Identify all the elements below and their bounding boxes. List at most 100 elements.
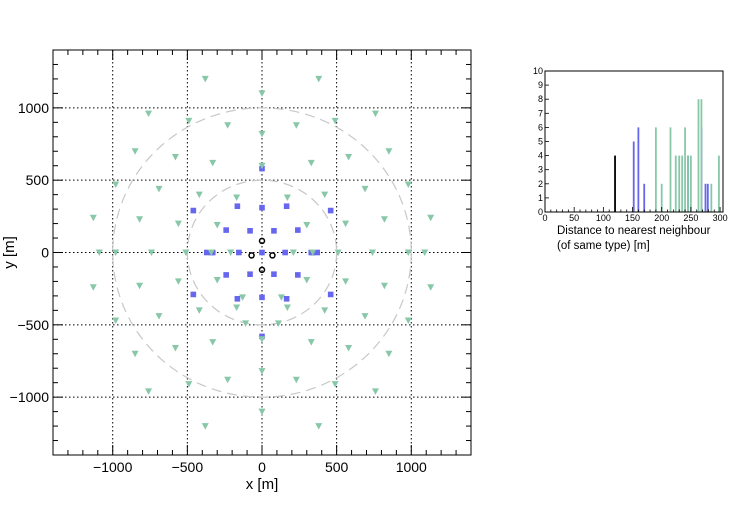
data-point — [95, 249, 103, 256]
data-point — [89, 214, 97, 222]
data-point — [223, 272, 229, 278]
data-point — [334, 249, 342, 256]
reference-circle — [112, 107, 412, 398]
histogram-bar — [710, 183, 713, 212]
data-point — [258, 408, 266, 416]
data-point — [404, 317, 412, 324]
inset-x-axis-title-line2: (of same type) [m] — [557, 240, 650, 252]
data-point — [258, 90, 266, 97]
data-point — [224, 122, 232, 129]
x-tick-label: 0 — [258, 459, 266, 475]
histogram-bar — [637, 127, 640, 212]
data-point — [259, 249, 265, 256]
data-point — [201, 75, 209, 83]
data-point — [361, 185, 369, 193]
data-point — [145, 110, 153, 118]
data-point — [247, 271, 253, 277]
data-point — [227, 249, 235, 256]
data-point — [303, 222, 311, 229]
inset-y-tick-label: 8 — [538, 94, 543, 104]
data-point — [258, 336, 266, 343]
inset-y-tick-label: 10 — [533, 66, 543, 76]
data-point — [234, 295, 241, 302]
data-point — [236, 249, 242, 256]
inset-x-tick-label: 200 — [654, 213, 669, 223]
data-point — [282, 249, 288, 256]
histogram-bar — [690, 155, 692, 212]
data-point — [209, 159, 217, 167]
data-point — [292, 376, 300, 384]
data-point — [283, 304, 291, 311]
histogram-bar — [632, 141, 635, 212]
x-tick-label: 1000 — [396, 459, 427, 475]
data-point — [309, 249, 317, 256]
data-point — [258, 368, 266, 375]
data-point — [307, 159, 315, 167]
data-point — [427, 284, 435, 291]
histogram-bar — [669, 127, 672, 212]
histogram-bar — [718, 155, 720, 212]
data-point — [224, 376, 232, 384]
data-point — [171, 344, 179, 352]
data-point — [331, 117, 339, 125]
data-point — [368, 249, 376, 256]
data-point — [185, 117, 193, 125]
histogram-bar — [678, 155, 681, 212]
data-point — [190, 291, 197, 298]
data-point — [131, 148, 139, 155]
y-tick-label: 1000 — [18, 100, 49, 116]
inset-x-tick-label: 0 — [542, 213, 547, 223]
data-point — [258, 266, 266, 274]
histogram-bar — [687, 155, 689, 212]
data-point — [233, 194, 241, 202]
inset-y-tick-label: 7 — [538, 108, 543, 118]
data-point — [315, 423, 323, 430]
data-point — [190, 207, 197, 214]
data-point — [427, 214, 435, 222]
data-point — [271, 271, 277, 277]
data-point — [283, 295, 290, 302]
data-point — [258, 237, 266, 245]
data-point — [289, 249, 297, 256]
inset-x-axis-title: Distance to nearest neighbour — [557, 225, 711, 237]
x-axis-title: x [m] — [246, 476, 279, 493]
data-point — [182, 249, 190, 256]
data-point — [258, 130, 266, 138]
histogram-bar — [684, 127, 686, 212]
data-point — [271, 228, 277, 234]
data-point — [321, 307, 329, 314]
histogram-inset: 0 50 100 150 200 250 300 0 1 2 3 4 5 6 7 8 9 10 Distance t… — [533, 66, 728, 252]
data-point — [155, 313, 163, 320]
data-point — [148, 249, 156, 256]
data-point — [174, 278, 182, 285]
y-tick-label: −1000 — [10, 389, 50, 405]
data-point — [112, 181, 120, 189]
data-point — [201, 423, 209, 430]
data-point — [171, 154, 179, 161]
data-point — [421, 249, 429, 256]
histogram-bar — [704, 183, 707, 212]
data-point — [247, 228, 253, 234]
data-point — [259, 294, 265, 301]
histogram-bar — [643, 183, 646, 212]
inset-y-tick-label: 4 — [538, 151, 543, 161]
data-point — [292, 122, 300, 129]
data-point — [234, 203, 241, 210]
data-point — [345, 344, 353, 352]
histogram-bar — [674, 155, 677, 212]
data-point — [315, 75, 323, 83]
data-point — [380, 216, 388, 223]
data-point — [274, 320, 282, 327]
data-point — [203, 249, 210, 256]
data-point — [283, 203, 290, 210]
data-point — [258, 162, 266, 170]
data-point — [380, 282, 388, 290]
y-tick-label: 0 — [41, 245, 49, 261]
histogram-bar — [614, 155, 616, 212]
data-point — [303, 276, 311, 284]
inset-x-tick-label: 300 — [713, 213, 728, 223]
data-point — [314, 249, 321, 256]
data-point — [295, 227, 301, 233]
data-point — [321, 191, 329, 199]
